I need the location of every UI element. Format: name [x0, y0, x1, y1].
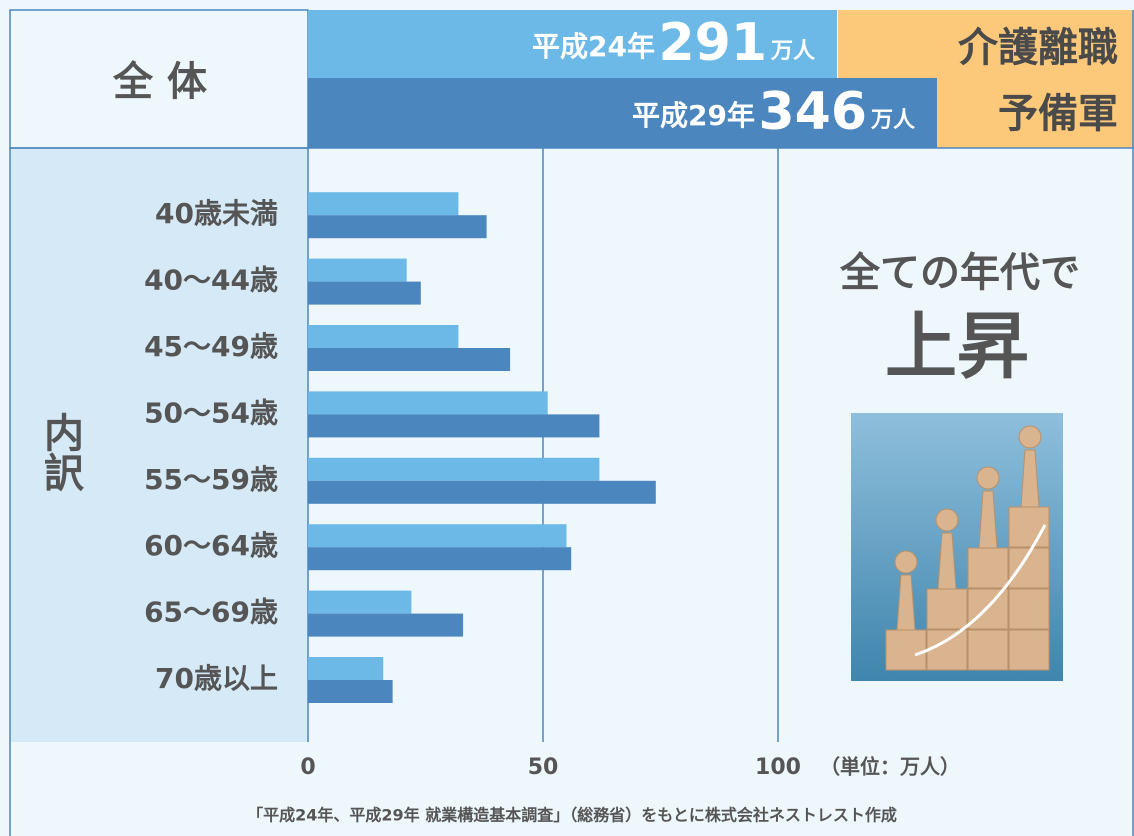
total-value: 291 — [658, 13, 767, 73]
header-label: 全 体 — [112, 59, 207, 105]
side-label: 内訳 — [37, 412, 83, 492]
source: 「平成24年、平成29年 就業構造基本調査」（総務省）をもとに株式会社ネストレス… — [247, 806, 897, 825]
y-tick-label: 40～44歳 — [144, 264, 278, 297]
bar — [308, 215, 487, 238]
total-unit: 万人 — [870, 108, 915, 133]
bar — [308, 680, 393, 703]
y-tick-label: 65～69歳 — [144, 596, 278, 629]
y-tick-label: 55～59歳 — [144, 463, 278, 496]
total-unit: 万人 — [770, 39, 815, 64]
legend-label: 平成24年 — [532, 30, 655, 63]
y-tick-label: 60～64歳 — [144, 529, 278, 562]
x-tick-label: 50 — [528, 755, 559, 780]
legend-label: 平成29年 — [632, 99, 755, 132]
bar — [308, 614, 463, 637]
bar — [308, 657, 383, 680]
headline: 全ての年代で — [839, 250, 1080, 296]
bar — [308, 192, 458, 215]
bar — [308, 458, 599, 481]
bar — [308, 348, 510, 371]
x-tick-label: 0 — [300, 755, 315, 780]
bar — [308, 481, 656, 504]
photo — [851, 413, 1063, 681]
bar — [308, 259, 407, 282]
bar — [308, 547, 571, 570]
x-tick-label: 100 — [755, 755, 801, 780]
y-tick-label: 50～54歳 — [144, 396, 278, 429]
bar — [308, 325, 458, 348]
unit-label: （単位：万人） — [820, 755, 960, 779]
bar — [308, 282, 421, 305]
bar — [308, 391, 548, 414]
y-tick-label: 40歳未満 — [155, 197, 278, 230]
badge-text: 予備軍 — [998, 91, 1118, 137]
badge-text: 介護離職 — [958, 25, 1118, 71]
chart: 全 体 介護離職 予備軍 内訳 全ての年代で 上昇 （単位：万人） 「平成24年… — [0, 0, 1134, 836]
bar — [308, 414, 599, 437]
y-tick-label: 45～49歳 — [144, 330, 278, 363]
bar — [308, 591, 411, 614]
headline-big: 上昇 — [885, 305, 1029, 389]
total-value: 346 — [758, 82, 867, 142]
y-tick-label: 70歳以上 — [155, 662, 278, 695]
bar — [308, 524, 567, 547]
